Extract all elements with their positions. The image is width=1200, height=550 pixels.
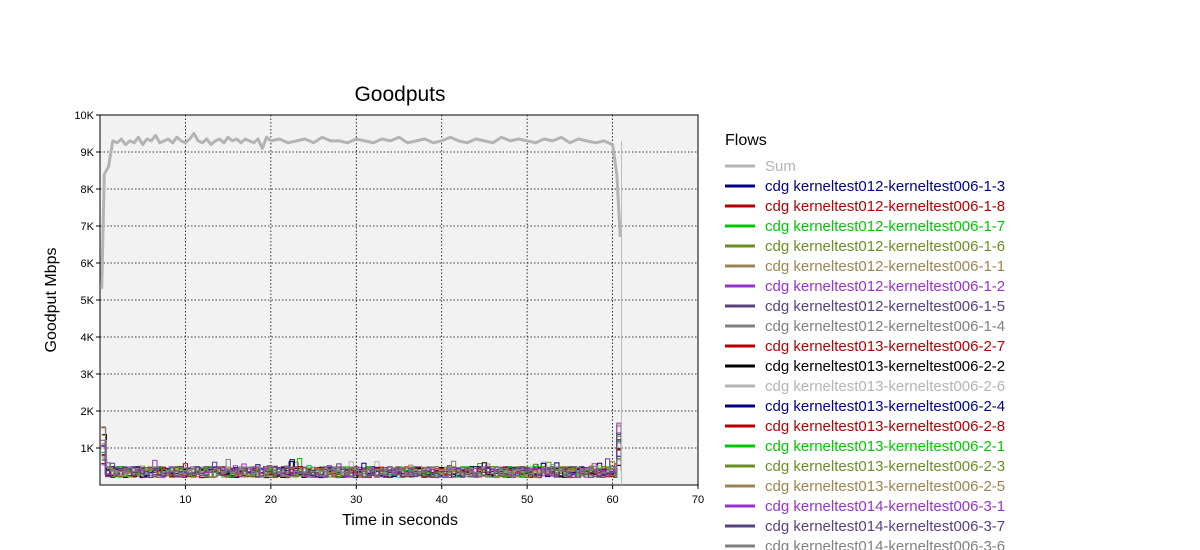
flow-line-19 xyxy=(102,440,622,485)
y-tick-label: 5K xyxy=(81,295,95,307)
legend-label: cdg kerneltest012-kerneltest006-1-4 xyxy=(765,318,1005,335)
x-axis-ticks: 10 20 30 40 50 60 70 xyxy=(179,485,704,506)
legend-label: cdg kerneltest012-kerneltest006-1-1 xyxy=(765,258,1005,275)
x-tick-label: 30 xyxy=(350,494,362,506)
legend-label: cdg kerneltest012-kerneltest006-1-5 xyxy=(765,298,1005,315)
legend-label: cdg kerneltest013-kerneltest006-2-3 xyxy=(765,458,1005,475)
legend-label: Sum xyxy=(765,158,796,175)
legend-label: cdg kerneltest012-kerneltest006-1-2 xyxy=(765,278,1005,295)
y-tick-label: 6K xyxy=(81,258,95,270)
x-tick-label: 10 xyxy=(179,494,191,506)
x-tick-label: 20 xyxy=(265,494,277,506)
legend-label: cdg kerneltest013-kerneltest006-2-2 xyxy=(765,358,1005,375)
legend-label: cdg kerneltest012-kerneltest006-1-8 xyxy=(765,198,1005,215)
y-tick-label: 7K xyxy=(81,221,95,233)
grid-lines xyxy=(100,115,698,485)
flow-lines xyxy=(100,422,622,485)
legend-label: cdg kerneltest013-kerneltest006-2-8 xyxy=(765,418,1005,435)
legend-label: cdg kerneltest014-kerneltest006-3-1 xyxy=(765,498,1005,515)
legend-label: cdg kerneltest012-kerneltest006-1-7 xyxy=(765,218,1005,235)
legend-label: cdg kerneltest013-kerneltest006-2-1 xyxy=(765,438,1005,455)
y-tick-label: 4K xyxy=(81,332,95,344)
legend-label: cdg kerneltest012-kerneltest006-1-6 xyxy=(765,238,1005,255)
y-tick-label: 2K xyxy=(81,406,95,418)
x-tick-label: 40 xyxy=(436,494,448,506)
y-tick-label: 8K xyxy=(81,184,95,196)
x-axis-label: Time in seconds xyxy=(342,512,458,529)
x-tick-label: 60 xyxy=(606,494,618,506)
y-axis-ticks: 1K 2K 3K 4K 5K 6K 7K 8K 9K 10K xyxy=(74,110,100,455)
y-tick-label: 10K xyxy=(74,110,94,122)
legend-label: cdg kerneltest012-kerneltest006-1-3 xyxy=(765,178,1005,195)
y-tick-label: 1K xyxy=(81,443,95,455)
legend: Flows Sum cdg kerneltest012-kerneltest006… xyxy=(725,132,1005,550)
y-axis-label: Goodput Mbps xyxy=(43,248,60,353)
legend-label: cdg kerneltest013-kerneltest006-2-4 xyxy=(765,398,1005,415)
legend-label: cdg kerneltest013-kerneltest006-2-7 xyxy=(765,338,1005,355)
y-tick-label: 9K xyxy=(81,147,95,159)
flow-line-15 xyxy=(102,450,622,485)
legend-label: cdg kerneltest013-kerneltest006-2-5 xyxy=(765,478,1005,495)
sum-line xyxy=(100,132,623,485)
y-tick-label: 3K xyxy=(81,369,95,381)
legend-title: Flows xyxy=(725,132,767,149)
sum-line-path xyxy=(100,132,622,289)
chart-title: Goodputs xyxy=(354,83,445,106)
legend-label: cdg kerneltest014-kerneltest006-3-7 xyxy=(765,518,1005,535)
legend-label: cdg kerneltest014-kerneltest006-3-6 xyxy=(765,538,1005,550)
legend-label: cdg kerneltest013-kerneltest006-2-6 xyxy=(765,378,1005,395)
x-tick-label: 50 xyxy=(521,494,533,506)
x-tick-label: 70 xyxy=(692,494,704,506)
